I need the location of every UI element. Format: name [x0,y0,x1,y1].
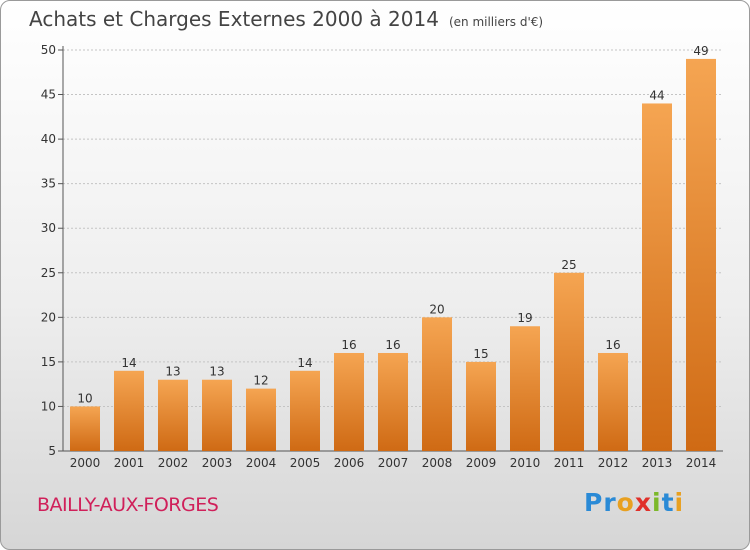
y-tick-label: 45 [41,88,56,102]
logo-letter: x [634,488,652,517]
bar-2012 [598,352,628,451]
x-tick-label-2014: 2014 [686,456,717,470]
x-tick-label-2004: 2004 [246,456,277,470]
bar-2003 [202,379,232,451]
data-label-2003: 13 [209,365,224,379]
bar-2004 [246,388,276,451]
x-tick-label-2005: 2005 [290,456,321,470]
x-tick-label-2012: 2012 [598,456,629,470]
logo-letter: P [584,488,604,517]
x-tick-label-2009: 2009 [466,456,497,470]
data-label-2014: 49 [693,44,708,58]
y-tick-label: 25 [41,266,56,280]
data-label-2009: 15 [473,347,488,361]
chart-subtitle: (en milliers d'€) [448,15,544,29]
x-tick-label-2010: 2010 [510,456,541,470]
bar-2013 [642,103,672,451]
x-tick-label-2001: 2001 [114,456,145,470]
data-label-2012: 16 [605,338,620,352]
x-tick-label-2003: 2003 [202,456,233,470]
y-tick-label: 40 [41,132,56,146]
data-label-2004: 12 [253,374,268,388]
logo-letter: i [652,488,662,517]
data-label-2005: 14 [297,356,312,370]
data-label-2001: 14 [121,356,136,370]
data-label-2011: 25 [561,258,576,272]
bar-2007 [378,352,408,451]
bar-2009 [466,361,496,451]
bar-2001 [114,370,144,451]
chart-title: Achats et Charges Externes 2000 à 2014 (e… [29,7,543,31]
data-label-2007: 16 [385,338,400,352]
logo-letter: t [661,488,675,517]
data-label-2008: 20 [429,302,444,316]
x-tick-label-2011: 2011 [554,456,585,470]
bar-2006 [334,352,364,451]
x-tick-label-2007: 2007 [378,456,409,470]
chart-title-text: Achats et Charges Externes 2000 à 2014 [29,7,439,31]
bar-2000 [70,406,100,451]
data-label-2002: 13 [165,365,180,379]
bar-2011 [554,272,584,451]
x-tick-label-2013: 2013 [642,456,673,470]
bar-2002 [158,379,188,451]
x-tick-label-2008: 2008 [422,456,453,470]
x-tick-label-2000: 2000 [70,456,101,470]
logo-letter: o [616,488,635,517]
y-tick-label: 5 [48,444,56,458]
data-label-2010: 19 [517,311,532,325]
y-tick-label: 30 [41,221,56,235]
logo-letter: r [603,488,617,517]
logo-letter: i [674,488,685,517]
data-label-2000: 10 [77,391,92,405]
data-label-2013: 44 [649,88,664,102]
bar-2008 [422,317,452,451]
y-tick-label: 35 [41,177,56,191]
data-label-2006: 16 [341,338,356,352]
y-tick-label: 50 [41,43,56,57]
y-tick-label: 10 [41,399,56,413]
y-tick-label: 20 [41,310,56,324]
bar-2005 [290,370,320,451]
x-tick-label-2006: 2006 [334,456,365,470]
bar-2014 [686,58,716,452]
proxiti-logo[interactable]: Proxiti [584,488,684,517]
place-name: BAILLY-AUX-FORGES [37,494,219,516]
y-tick-label: 15 [41,355,56,369]
bar-2010 [510,326,540,451]
x-tick-label-2002: 2002 [158,456,189,470]
